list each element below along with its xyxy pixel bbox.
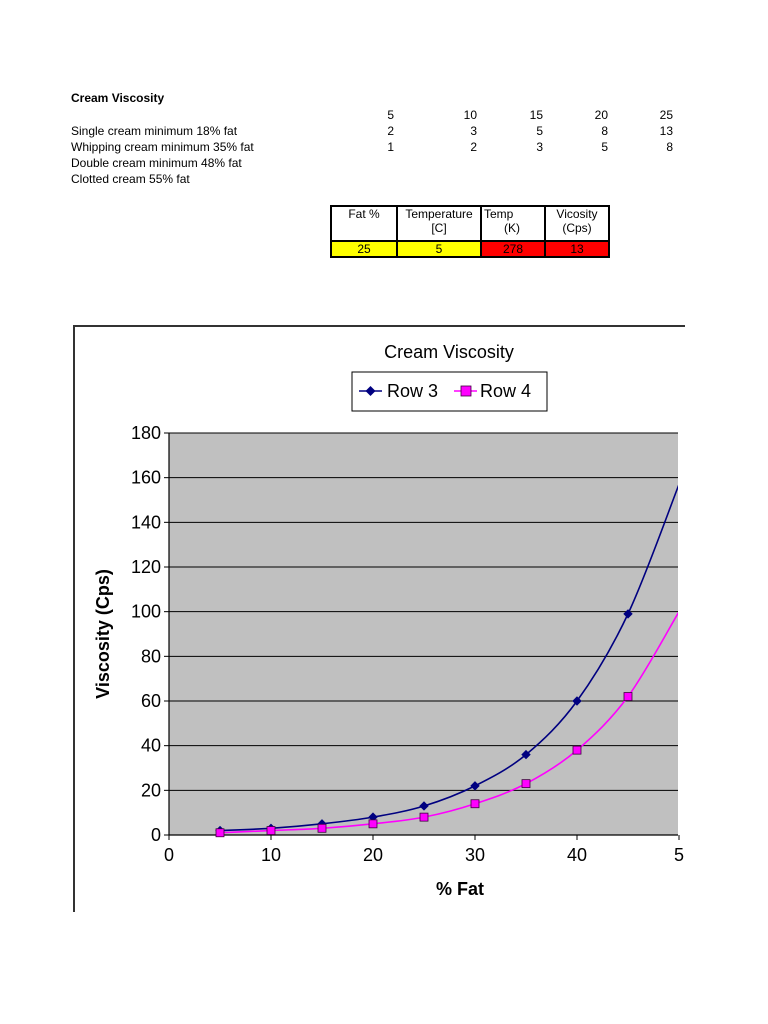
y-tick-label: 60 [141, 691, 161, 711]
data-point[interactable] [572, 745, 582, 755]
legend-square-icon [460, 385, 472, 397]
data-point[interactable] [470, 799, 480, 809]
legend-label-row3: Row 3 [387, 381, 438, 401]
row-label-double: Double cream minimum 48% fat [71, 156, 242, 170]
data-point[interactable] [521, 749, 531, 760]
cell-header-4[interactable]: 20 [594, 108, 608, 122]
row-label-clotted: Clotted cream 55% fat [71, 172, 190, 186]
legend-diamond-icon [365, 386, 376, 396]
y-tick-label: 40 [141, 736, 161, 756]
cell-row4-2[interactable]: 2 [470, 140, 477, 154]
legend-label-row4: Row 4 [480, 381, 531, 401]
data-point[interactable] [215, 828, 225, 838]
x-tick-label: 5 [674, 845, 684, 865]
input-fat-percent[interactable]: 25 [330, 240, 398, 258]
input-temperature-c[interactable]: 5 [396, 240, 482, 258]
data-point[interactable] [419, 812, 429, 822]
header-fat[interactable]: Fat % [330, 205, 398, 242]
y-tick-label: 0 [151, 825, 161, 845]
data-point[interactable] [419, 801, 429, 811]
y-tick-label: 140 [131, 512, 161, 532]
y-tick-label: 80 [141, 646, 161, 666]
x-axis-label: % Fat [436, 879, 484, 899]
row-label-single: Single cream minimum 18% fat [71, 124, 238, 138]
output-viscosity[interactable]: 13 [544, 240, 610, 258]
data-point[interactable] [623, 609, 633, 619]
x-tick-label: 20 [363, 845, 383, 865]
cell-row4-5[interactable]: 8 [666, 140, 673, 154]
x-tick-label: 0 [164, 845, 174, 865]
cell-row4-4[interactable]: 5 [601, 140, 608, 154]
y-tick-label: 20 [141, 780, 161, 800]
y-tick-label: 160 [131, 468, 161, 488]
cell-header-1[interactable]: 5 [387, 108, 394, 122]
viscosity-chart[interactable]: 0 20 40 60 80 100 120 140 160 180 0 10 20 30 40 5 Cream … [73, 325, 685, 912]
data-point[interactable] [368, 819, 378, 829]
y-tick-label: 120 [131, 557, 161, 577]
y-tick-label: 180 [131, 423, 161, 443]
data-point[interactable] [623, 692, 633, 701]
data-point[interactable] [572, 696, 582, 706]
header-temp-k[interactable]: Temp (K) [480, 205, 546, 242]
cell-row3-1[interactable]: 2 [387, 124, 394, 138]
cell-header-3[interactable]: 15 [529, 108, 543, 122]
cell-row3-3[interactable]: 5 [536, 124, 543, 138]
row-label-whipping: Whipping cream minimum 35% fat [71, 140, 254, 154]
chart-legend[interactable] [351, 371, 548, 412]
output-temp-k[interactable]: 278 [480, 240, 546, 258]
data-point[interactable] [470, 781, 480, 791]
cell-header-5[interactable]: 25 [659, 108, 673, 122]
x-tick-label: 40 [567, 845, 587, 865]
calculator-table: Fat % Temperature [C] Temp (K) Vicosity (Cp… [330, 205, 610, 258]
cell-row4-1[interactable]: 1 [387, 140, 394, 154]
series-line-2 [219, 611, 678, 834]
cell-row4-3[interactable]: 3 [536, 140, 543, 154]
x-tick-label: 10 [261, 845, 281, 865]
data-point[interactable] [521, 779, 531, 789]
data-point[interactable] [266, 826, 276, 835]
chart-canvas: 0 20 40 60 80 100 120 140 160 180 0 10 20 30 40 5 Cream … [93, 342, 684, 899]
chart-title: Cream Viscosity [384, 342, 514, 362]
plot-area [169, 433, 678, 835]
y-tick-label: 100 [131, 602, 161, 622]
cell-row3-2[interactable]: 3 [470, 124, 477, 138]
cell-row3-5[interactable]: 13 [659, 124, 673, 138]
data-point[interactable] [317, 823, 327, 833]
cell-row3-4[interactable]: 8 [601, 124, 608, 138]
header-temperature-c[interactable]: Temperature [C] [396, 205, 482, 242]
x-tick-label: 30 [465, 845, 485, 865]
cell-header-2[interactable]: 10 [463, 108, 477, 122]
sheet-title: Cream Viscosity [71, 91, 165, 105]
header-viscosity[interactable]: Vicosity (Cps) [544, 205, 610, 242]
y-axis-label: Viscosity (Cps) [93, 569, 113, 699]
